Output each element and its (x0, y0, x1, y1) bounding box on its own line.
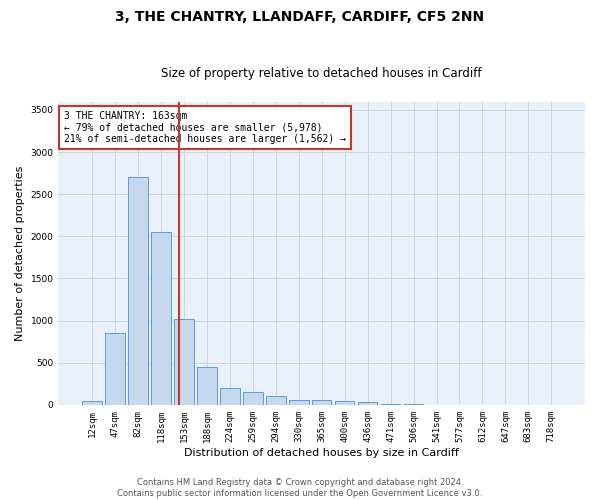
Text: 3, THE CHANTRY, LLANDAFF, CARDIFF, CF5 2NN: 3, THE CHANTRY, LLANDAFF, CARDIFF, CF5 2… (115, 10, 485, 24)
Bar (174, 319, 194, 405)
Bar (335, 400, 355, 405)
Bar (106, 333, 125, 405)
Title: Size of property relative to detached houses in Cardiff: Size of property relative to detached ho… (161, 66, 482, 80)
Bar (82, 400, 102, 405)
Bar (381, 404, 400, 405)
Bar (128, 178, 148, 405)
Bar (266, 396, 286, 405)
Bar (151, 232, 171, 405)
Bar (312, 400, 331, 405)
Y-axis label: Number of detached properties: Number of detached properties (15, 166, 25, 341)
Text: Contains HM Land Registry data © Crown copyright and database right 2024.
Contai: Contains HM Land Registry data © Crown c… (118, 478, 482, 498)
Bar (197, 367, 217, 405)
X-axis label: Distribution of detached houses by size in Cardiff: Distribution of detached houses by size … (184, 448, 459, 458)
Bar (358, 402, 377, 405)
Bar (220, 388, 239, 405)
Bar (289, 400, 308, 405)
Text: 3 THE CHANTRY: 163sqm
← 79% of detached houses are smaller (5,978)
21% of semi-d: 3 THE CHANTRY: 163sqm ← 79% of detached … (64, 110, 346, 144)
Bar (243, 392, 263, 405)
